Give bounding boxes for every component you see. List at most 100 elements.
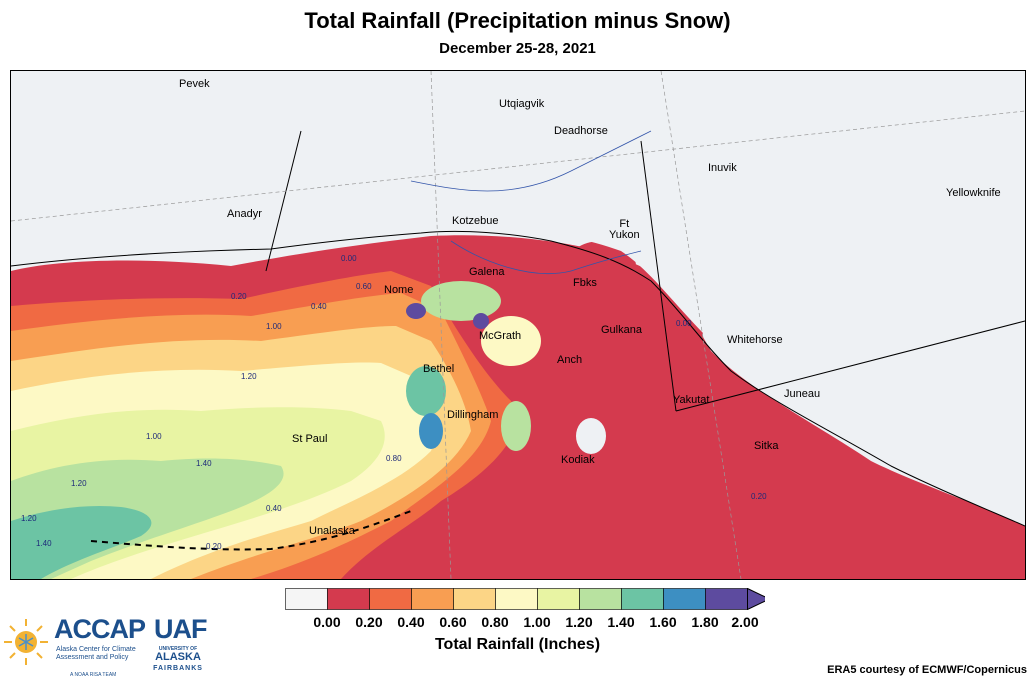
colorbar-tick: 0.20: [355, 614, 383, 630]
city-galena: Galena: [469, 266, 505, 278]
colorbar-tick: 0.60: [439, 614, 467, 630]
city-whitehorse: Whitehorse: [727, 334, 783, 346]
colorbar-extend-arrow: [747, 588, 765, 610]
colorbar-tick: 0.40: [397, 614, 425, 630]
rain-patch: [576, 418, 606, 454]
city-dillingham: Dillingham: [447, 409, 499, 421]
rain-patch: [566, 241, 636, 291]
colorbar-tick: 2.00: [731, 614, 759, 630]
city-yakutat: Yakutat: [673, 394, 710, 406]
land-chukotka: [11, 71, 431, 266]
colorbar-swatch: [369, 588, 412, 610]
colorbar-tick: 0.80: [481, 614, 509, 630]
city-utqiagvik: Utqiagvik: [499, 98, 545, 110]
aleutian-islands: [90, 510, 412, 551]
colorbar-tick: 1.60: [649, 614, 677, 630]
city-nome: Nome: [384, 284, 414, 296]
contour-label: 1.20: [71, 479, 87, 488]
colorbar-tick: 1.40: [607, 614, 635, 630]
land-alaska-north: [431, 71, 1025, 511]
colorbar-tick: 1.00: [523, 614, 551, 630]
contour-label: 0.40: [311, 302, 327, 311]
sun-snowflake-icon: [4, 619, 48, 665]
border-yukon: [675, 320, 1025, 412]
city-deadhorse: Deadhorse: [554, 125, 608, 137]
contour-label: 1.40: [196, 459, 212, 468]
uaf-logo-subtitle: UNIVERSITY OF ALASKA FAIRBANKS: [144, 646, 212, 674]
city-anch: Anch: [557, 354, 583, 366]
rain-patch: [501, 401, 531, 451]
rain-patch: [421, 281, 501, 321]
city-gulkana: Gulkana: [601, 324, 642, 336]
river: [450, 240, 642, 275]
city-bethel: Bethel: [423, 363, 455, 375]
data-credit: ERA5 courtesy of ECMWF/Copernicus: [827, 664, 1027, 676]
city-kotzebue: Kotzebue: [452, 215, 499, 227]
colorbar-swatch: [537, 588, 580, 610]
contour-label: 0.20: [751, 492, 767, 501]
colorbar-tick: 0.00: [313, 614, 341, 630]
colorbar-swatch: [705, 588, 748, 610]
rain-patch: [406, 303, 426, 319]
rain-band-160: [11, 505, 152, 579]
accap-logo-subtitle: Alaska Center for Climate Assessment and…: [56, 646, 136, 661]
colorbar-swatch: [453, 588, 496, 610]
city-stpaul: St Paul: [292, 433, 328, 445]
contour-label: 0.20: [206, 542, 222, 551]
border-canada: [640, 140, 677, 412]
city-juneau: Juneau: [784, 388, 821, 400]
colorbar-swatch: [579, 588, 622, 610]
colorbar-title: Total Rainfall (Inches): [434, 636, 601, 653]
colorbar-swatch: [663, 588, 706, 610]
map-subtitle: December 25-28, 2021: [439, 40, 596, 57]
map-canvas: 0.20 0.40 1.00 1.20 1.00 1.40 1.20 1.20 …: [11, 71, 1025, 579]
border-russia: [265, 130, 302, 272]
colorbar-tick: 1.20: [565, 614, 593, 630]
city-anadyr: Anadyr: [227, 208, 262, 220]
accap-noaa-tag: A NOAA RISA TEAM: [70, 672, 117, 678]
contour-label: 1.00: [146, 432, 162, 441]
city-inuvik: Inuvik: [708, 162, 737, 174]
city-ftyukon: Ft Yukon: [609, 219, 640, 241]
accap-uaf-logo: ACCAP UAF Alaska Center for Climate Asse…: [4, 614, 216, 684]
contour-label: 0.00: [676, 319, 692, 328]
city-sitka: Sitka: [754, 440, 779, 452]
contour-label: 1.20: [21, 514, 37, 523]
coastline: [11, 230, 1025, 527]
rain-patch: [406, 366, 446, 416]
contour-label: 0.60: [356, 282, 372, 291]
contour-label: 1.40: [36, 539, 52, 548]
contour-label: 0.40: [266, 504, 282, 513]
uaf-logo-text: UAF: [154, 614, 207, 644]
colorbar: [285, 588, 765, 610]
city-fbks: Fbks: [573, 277, 597, 289]
city-pevek: Pevek: [179, 78, 210, 90]
city-ftyukon-line1: Ft: [619, 218, 630, 230]
city-unalaska: Unalaska: [309, 525, 355, 537]
contour-label: 1.20: [241, 372, 257, 381]
contour-label: 0.00: [341, 254, 357, 263]
colorbar-swatches: [285, 588, 748, 610]
contour-label: 0.20: [231, 292, 247, 301]
colorbar-tick: 1.80: [691, 614, 719, 630]
city-yellowknife: Yellowknife: [946, 187, 1001, 199]
colorbar-swatch: [621, 588, 664, 610]
city-kodiak: Kodiak: [561, 454, 595, 466]
colorbar-swatch: [285, 588, 328, 610]
colorbar-swatch: [411, 588, 454, 610]
river: [410, 130, 652, 192]
city-mcgrath: McGrath: [479, 330, 522, 342]
city-ftyukon-line2: Yukon: [609, 229, 640, 241]
rain-patch: [473, 313, 489, 329]
accap-logo-text: ACCAP: [54, 614, 146, 644]
uaf-university-of: UNIVERSITY OF: [158, 646, 198, 652]
uaf-fairbanks: FAIRBANKS: [153, 665, 203, 672]
colorbar-swatch: [327, 588, 370, 610]
contour-label: 0.80: [386, 454, 402, 463]
rain-patch: [481, 316, 541, 366]
rain-patch: [419, 413, 443, 449]
colorbar-tick-labels: 0.00 0.20 0.40 0.60 0.80 1.00 1.20 1.40 …: [285, 614, 759, 630]
rainfall-map: 0.20 0.40 1.00 1.20 1.00 1.40 1.20 1.20 …: [10, 70, 1026, 580]
map-title: Total Rainfall (Precipitation minus Snow…: [304, 8, 731, 33]
colorbar-swatch: [495, 588, 538, 610]
